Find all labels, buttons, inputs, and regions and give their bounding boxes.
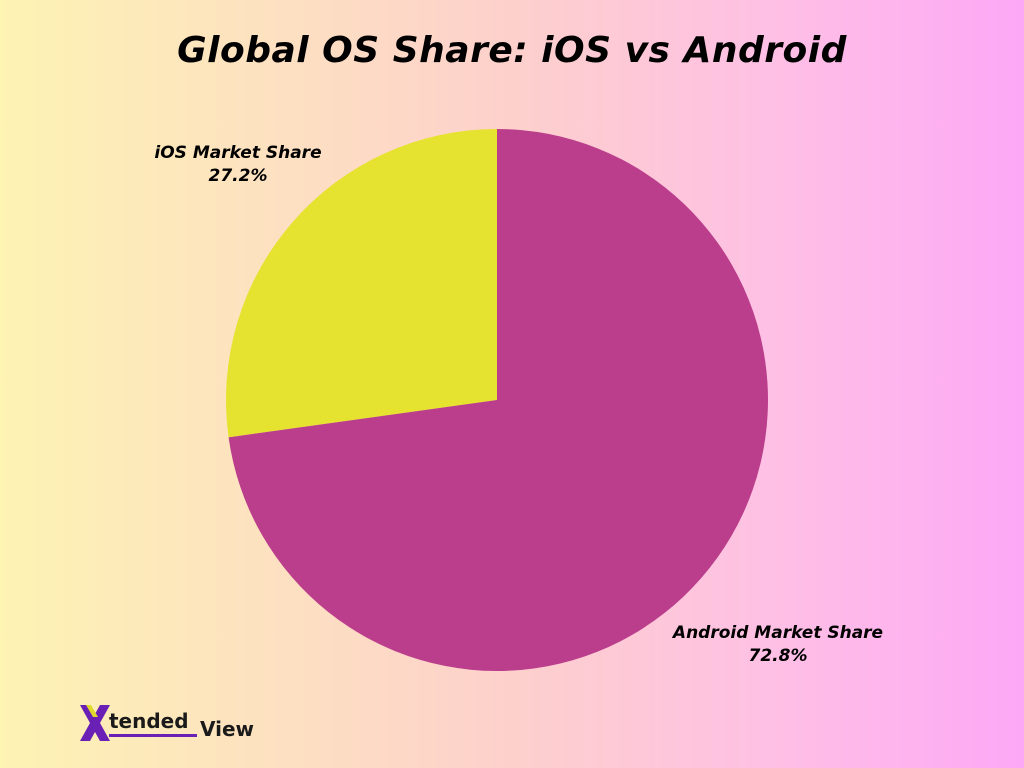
slice-label-ios-name: iOS Market Share <box>154 143 322 163</box>
slice-label-android: Android Market Share 72.8% <box>648 622 908 668</box>
slice-label-android-value: 72.8% <box>748 646 808 666</box>
pie-slice-ios <box>225 129 497 438</box>
logo-text-tended: tended <box>109 709 189 733</box>
chart-title: Global OS Share: iOS vs Android <box>177 30 847 71</box>
slice-label-ios-value: 27.2% <box>208 166 268 186</box>
logo-text-view: View <box>200 717 255 741</box>
logo-underline <box>109 734 197 737</box>
slice-label-ios: iOS Market Share 27.2% <box>118 142 358 188</box>
pie-slice-android <box>228 129 768 672</box>
logo-x-icon <box>80 705 110 741</box>
brand-logo: tended View <box>78 703 278 743</box>
slice-label-android-name: Android Market Share <box>672 623 884 643</box>
